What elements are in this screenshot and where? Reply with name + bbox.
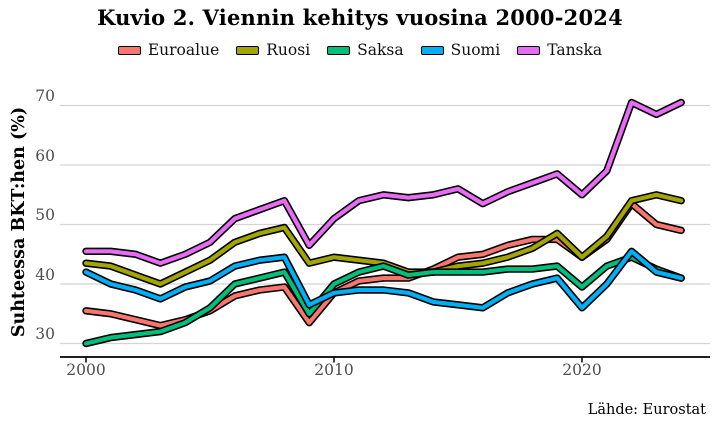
legend-item-ruosi: Ruosi (236, 41, 310, 59)
chart-legend: Euroalue Ruosi Saksa Suomi Tanska (0, 41, 720, 59)
y-tick-label-30: 30 (35, 325, 55, 343)
x-tick-label-2020: 2020 (562, 361, 602, 379)
series-outline-ruosi (82, 191, 685, 288)
x-tick-label-2010: 2010 (314, 361, 354, 379)
x-tick-label-2000: 2000 (66, 361, 106, 379)
source-caption: Lähde: Eurostat (587, 402, 706, 418)
legend-label: Tanska (547, 41, 603, 59)
legend-swatch-saksa (327, 45, 351, 55)
legend-item-tanska: Tanska (517, 41, 602, 59)
series-line-saksa (83, 255, 684, 346)
y-tick-label-50: 50 (35, 206, 55, 224)
legend-item-suomi: Suomi (420, 41, 501, 59)
y-tick-label-70: 70 (35, 87, 55, 105)
series-line-suomi (83, 249, 684, 310)
legend-item-saksa: Saksa (327, 41, 404, 59)
legend-label: Saksa (357, 41, 404, 59)
legend-label: Suomi (450, 41, 501, 59)
y-tick-label-60: 60 (35, 146, 55, 165)
legend-swatch-suomi (420, 45, 444, 55)
chart-title: Kuvio 2. Viennin kehitys vuosina 2000-20… (97, 5, 623, 30)
series-line-ruosi (83, 192, 684, 287)
legend-item-euroalue: Euroalue (117, 41, 220, 59)
legend-label: Euroalue (147, 41, 220, 59)
legend-swatch-tanska (517, 45, 541, 55)
y-tick-label-40: 40 (35, 265, 55, 284)
legend-swatch-ruosi (236, 45, 260, 55)
series-line-tanska (83, 100, 684, 266)
legend-swatch-euroalue (117, 45, 141, 55)
legend-label: Ruosi (266, 41, 311, 59)
